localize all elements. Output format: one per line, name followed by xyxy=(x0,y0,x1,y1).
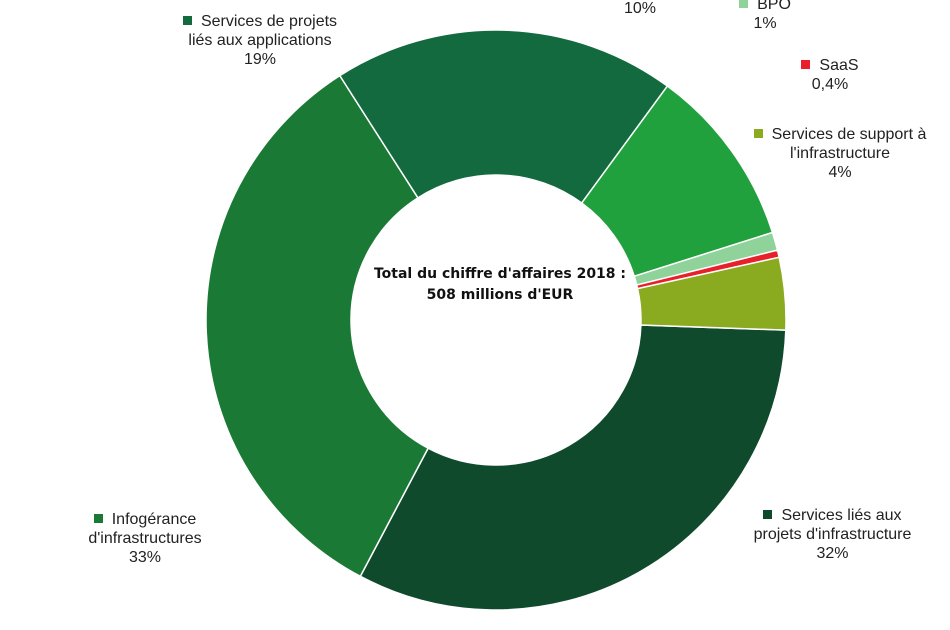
slice-label-text: Infogérance xyxy=(20,510,270,529)
slice-label-6: Services de support à l'infrastructure 4% xyxy=(730,125,950,182)
donut-slice-2 xyxy=(338,29,669,205)
center-label-line-2: 508 millions d'EUR xyxy=(426,287,574,303)
slice-value-label: 4% xyxy=(828,164,852,181)
legend-swatch xyxy=(739,0,749,8)
donut-slice-1 xyxy=(205,74,430,578)
legend-swatch xyxy=(763,510,773,519)
slice-label-5: SaaS 0,4% xyxy=(760,56,900,94)
slice-label-text: Services liés aux xyxy=(715,506,950,525)
slice-label-text: Services de projets xyxy=(130,12,390,31)
slice-label-text: l'infrastructure xyxy=(790,145,890,162)
legend-swatch xyxy=(182,16,192,25)
slice-label-4: BPO 1% xyxy=(700,0,830,33)
slice-label-2: Services de projets liés aux applications… xyxy=(130,12,390,69)
slice-label-1: Infogérance d'infrastructures 33% xyxy=(20,510,270,567)
slice-label-text: projets d'infrastructure xyxy=(753,526,912,543)
slice-label-text: liés aux applications xyxy=(188,32,332,49)
slice-label-3: 10% xyxy=(590,0,690,18)
slice-value-label: 1% xyxy=(753,15,777,32)
slice-label-text: SaaS xyxy=(760,56,900,75)
slice-value-label: 32% xyxy=(816,545,849,562)
slice-label-0: Services liés aux projets d'infrastructur… xyxy=(715,506,950,563)
donut-slice-6 xyxy=(636,256,787,331)
slice-value-label: 19% xyxy=(243,51,277,68)
slice-label-text: Services de support à xyxy=(730,125,950,144)
legend-swatch xyxy=(93,514,103,523)
slice-value-label: 33% xyxy=(128,549,162,566)
legend-swatch xyxy=(753,129,763,138)
slice-value-label: 0,4% xyxy=(811,76,849,93)
slice-label-text: d'infrastructures xyxy=(88,530,202,547)
center-label-line-1: Total du chiffre d'affaires 2018 : xyxy=(373,266,627,282)
donut-slice-0 xyxy=(359,324,787,611)
center-total-label: Total du chiffre d'affaires 2018 : 508 m… xyxy=(350,264,650,306)
legend-swatch xyxy=(801,60,811,69)
slice-label-text: BPO xyxy=(700,0,830,14)
slice-value-label: 10% xyxy=(623,0,657,17)
